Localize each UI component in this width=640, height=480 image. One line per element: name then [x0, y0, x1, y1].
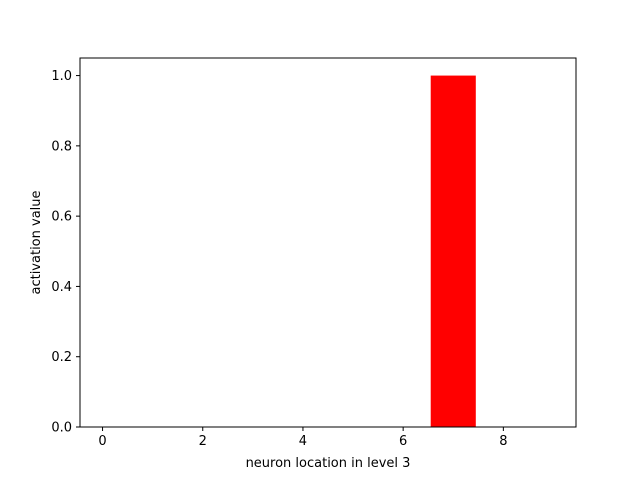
x-tick-label: 0 [98, 434, 106, 449]
y-tick-label: 0.4 [51, 280, 72, 295]
bars-group [430, 75, 476, 428]
y-axis-label: activation value [29, 190, 44, 294]
y-tick-label: 0.6 [51, 210, 72, 225]
x-axis-label: neuron location in level 3 [246, 456, 411, 471]
x-tick-label: 8 [499, 434, 507, 449]
y-tick-label: 0.8 [51, 139, 72, 154]
y-tick-label: 0.2 [51, 350, 72, 365]
x-tick-label: 4 [299, 434, 307, 449]
bar-7 [430, 75, 476, 428]
y-tick-label: 0.0 [51, 421, 72, 436]
y-axis-ticks: 0.0 0.2 0.4 0.6 0.8 1.0 [51, 69, 80, 436]
x-axis-ticks: 0 2 4 6 8 [98, 427, 507, 449]
x-tick-label: 6 [399, 434, 407, 449]
y-tick-label: 1.0 [51, 69, 72, 84]
plot-frame [79, 57, 577, 428]
x-tick-label: 2 [199, 434, 207, 449]
